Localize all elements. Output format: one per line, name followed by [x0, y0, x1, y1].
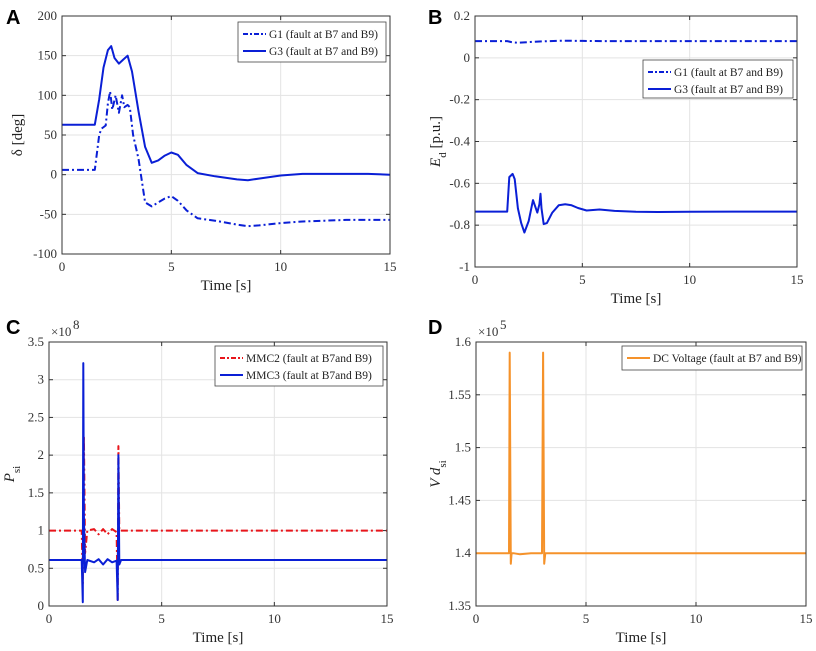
x-tick-label: 5	[579, 272, 586, 287]
x-axis-label: Time [s]	[193, 630, 244, 646]
y-tick-label: 3.5	[28, 334, 44, 349]
y-tick-label: 50	[44, 127, 57, 142]
y-axis-label: Ed [p.u.]	[428, 116, 449, 168]
y-tick-label: 1.35	[448, 598, 471, 613]
series-line-2	[49, 362, 387, 604]
legend-box	[237, 21, 387, 63]
axes-frame	[61, 15, 391, 255]
legend-entry-1: G1 (fault at B7 and B9)	[674, 67, 783, 79]
y-tick-label: -50	[40, 206, 57, 221]
x-tick-label: 5	[583, 611, 590, 626]
legend-entry-2: G3 (fault at B7 and B9)	[269, 46, 378, 58]
y-tick-label: 3	[38, 372, 45, 387]
panel-letter: A	[6, 7, 20, 29]
x-tick-label: 0	[472, 272, 479, 287]
y-tick-label: 200	[38, 8, 58, 23]
legend-entry-1: DC Voltage (fault at B7 and B9)	[653, 353, 802, 365]
x-tick-label: 10	[683, 272, 696, 287]
y-tick-label: -0.8	[449, 217, 470, 232]
exponent-label: ×10	[51, 324, 71, 339]
y-tick-label: 0	[464, 50, 471, 65]
y-axis-label: Psi	[2, 466, 23, 484]
plot-area	[476, 342, 806, 606]
x-tick-label: 0	[46, 611, 53, 626]
y-tick-label: 100	[38, 87, 58, 102]
panel-d: D0 5 10 151.351.41.451.51.551.6×10 5DC Volta…	[428, 317, 813, 646]
series-line-1	[62, 90, 390, 228]
x-tick-label: 5	[158, 611, 165, 626]
y-tick-label: 0	[51, 167, 58, 182]
x-axis-label: Time [s]	[611, 291, 662, 307]
y-tick-label: -0.6	[449, 175, 470, 190]
series-line-2	[475, 172, 797, 234]
x-axis-label: Time [s]	[201, 278, 252, 294]
y-tick-label: -1	[459, 259, 470, 274]
y-tick-label: 1.55	[448, 387, 471, 402]
panel-a: A 0 5 10 15 -100 -50 0 50 100 150 200 G1 (fault at B…	[6, 7, 397, 294]
x-tick-label: 15	[800, 611, 813, 626]
axes-frame	[474, 15, 798, 268]
x-axis-label: Time [s]	[616, 630, 667, 646]
panel-letter: C	[6, 317, 20, 339]
legend-entry-2: G3 (fault at B7 and B9)	[674, 84, 783, 96]
legend: G1 (fault at B7 and B9) G3 (fault at B7 a…	[642, 59, 794, 99]
legend-entry-1: MMC2 (fault at B7and B9)	[246, 353, 372, 365]
y-tick-label: 150	[38, 48, 58, 63]
x-tick-label: 10	[268, 611, 281, 626]
y-tick-label: 0.2	[454, 8, 470, 23]
panel-c: C 0 5 10 15 0 0.5 1 1.5 2 2.5 3 3.5 ×10 8 MMC2 (fault a…	[2, 317, 394, 646]
y-axis-label: V dsi	[428, 460, 449, 488]
legend: DC Voltage (fault at B7 and B9)	[621, 345, 803, 371]
x-tick-label: 10	[274, 259, 287, 274]
legend-entry-2: MMC3 (fault at B7and B9)	[246, 370, 372, 382]
y-tick-label: -0.4	[449, 134, 470, 149]
series-line-2	[62, 45, 391, 182]
y-tick-label: 1.5	[28, 485, 44, 500]
axes-frame	[48, 341, 388, 607]
y-tick-label: 1.6	[455, 334, 472, 349]
legend-entry-1: G1 (fault at B7 and B9)	[269, 29, 378, 41]
x-tick-label: 0	[473, 611, 480, 626]
y-tick-label: 2	[38, 447, 45, 462]
x-tick-label: 0	[59, 259, 66, 274]
y-tick-label: 1.5	[455, 440, 471, 455]
exponent-power: 8	[73, 317, 80, 332]
legend-box	[621, 345, 803, 371]
y-tick-label: 1.4	[455, 545, 472, 560]
panel-b: B 0 5 10 15 -1 -0.8 -0.6 -0.4 -0.2 0 0.2 G1 (fault a…	[428, 7, 804, 307]
y-tick-label: 0.5	[28, 560, 44, 575]
y-tick-label: 1	[38, 523, 45, 538]
y-tick-label: -0.2	[449, 92, 470, 107]
legend: MMC2 (fault at B7and B9) MMC3 (fault at B…	[214, 345, 384, 387]
y-tick-label: 1.45	[448, 492, 471, 507]
series-line-1	[475, 39, 797, 44]
x-tick-label: 5	[168, 259, 175, 274]
panel-letter: D	[428, 317, 442, 339]
y-axis-label: δ [deg]	[10, 114, 26, 156]
x-tick-label: 15	[384, 259, 397, 274]
y-tick-label: 2.5	[28, 409, 44, 424]
series-line-1	[476, 351, 806, 565]
legend: G1 (fault at B7 and B9) G3 (fault at B7 a…	[237, 21, 387, 63]
panel-letter: B	[428, 7, 442, 29]
y-tick-label: 0	[38, 598, 45, 613]
x-tick-label: 15	[791, 272, 804, 287]
legend-box	[642, 59, 794, 99]
x-tick-label: 15	[381, 611, 394, 626]
y-tick-label: -100	[33, 246, 57, 261]
exponent-label: ×10	[478, 324, 498, 339]
exponent-power: 5	[500, 317, 507, 332]
x-tick-label: 10	[690, 611, 703, 626]
legend-box	[214, 345, 384, 387]
axes-frame	[475, 341, 807, 607]
